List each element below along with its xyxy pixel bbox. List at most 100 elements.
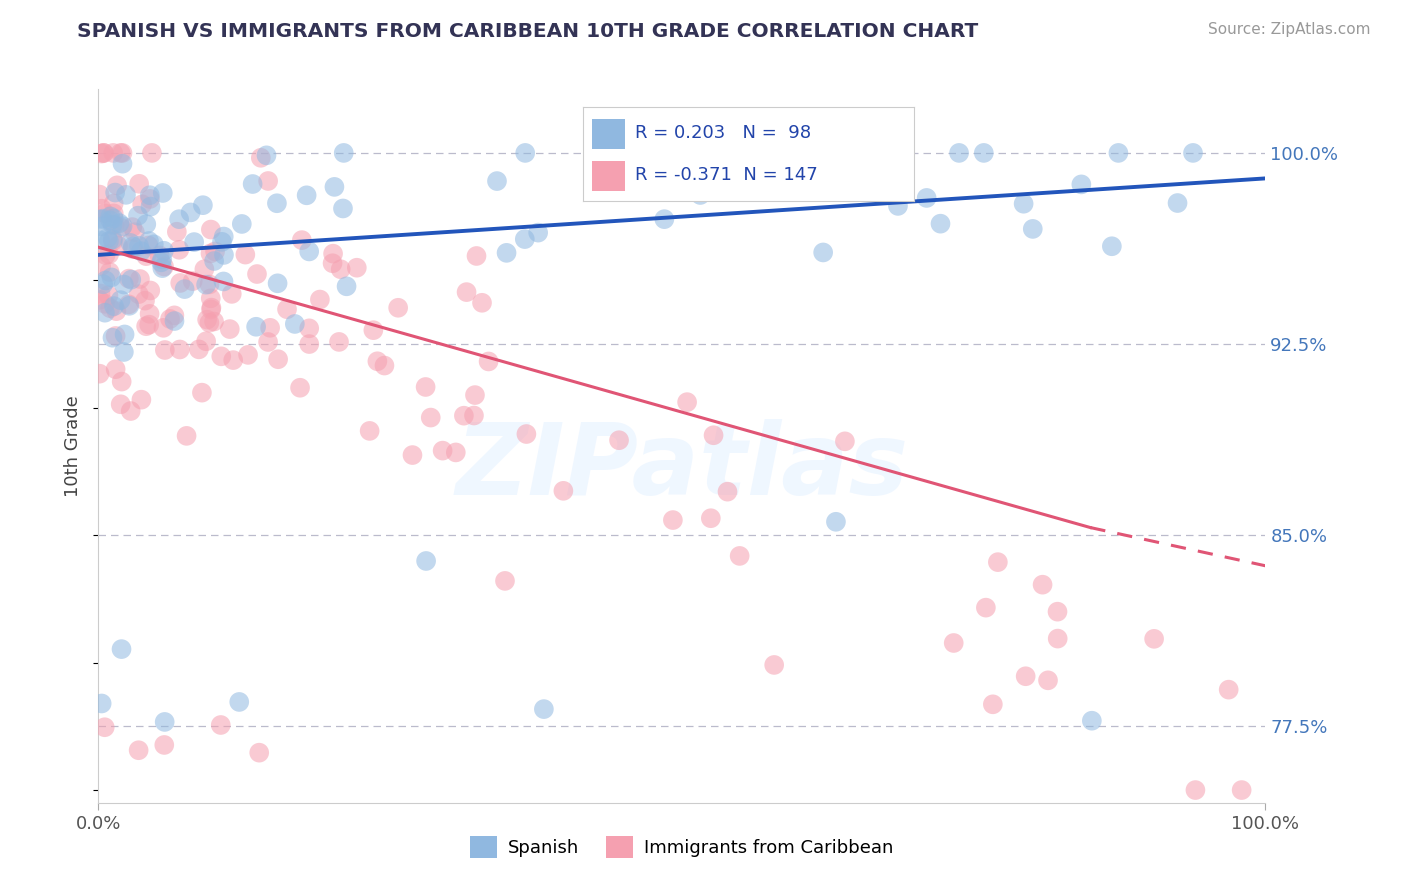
Point <box>415 380 437 394</box>
Point <box>104 329 127 343</box>
Point <box>415 554 437 568</box>
Point <box>98 301 121 315</box>
Point <box>200 301 222 315</box>
Point <box>323 180 346 194</box>
Point <box>513 232 536 246</box>
Point <box>1014 669 1036 683</box>
Point <box>111 219 134 234</box>
Point <box>236 348 259 362</box>
Point <box>104 362 127 376</box>
Point <box>108 216 131 230</box>
Point <box>284 317 307 331</box>
Point <box>107 238 129 252</box>
Point <box>267 352 290 367</box>
Point <box>153 343 176 357</box>
Point <box>112 277 135 292</box>
Point <box>1143 632 1166 646</box>
Point <box>90 697 112 711</box>
Point <box>200 222 222 236</box>
Point <box>169 276 191 290</box>
Bar <box>592 161 624 191</box>
Point <box>363 323 385 337</box>
Point <box>246 267 269 281</box>
Point <box>204 244 226 259</box>
Point <box>139 192 162 206</box>
Point <box>118 271 141 285</box>
Point <box>181 274 204 288</box>
Point <box>948 145 970 160</box>
Point <box>97 234 120 248</box>
Point <box>93 145 115 160</box>
Point <box>90 146 112 161</box>
Point <box>139 284 162 298</box>
Point <box>212 275 235 289</box>
Point <box>703 428 725 442</box>
Point <box>494 574 516 588</box>
Point <box>91 277 114 292</box>
Point <box>444 445 467 459</box>
Point <box>202 314 225 328</box>
Point <box>104 186 127 200</box>
Text: ZIPatlas: ZIPatlas <box>456 419 908 516</box>
Point <box>195 277 218 292</box>
Point <box>139 188 162 202</box>
Point <box>122 239 145 253</box>
Point <box>662 513 685 527</box>
Point <box>191 198 214 212</box>
Point <box>163 309 186 323</box>
Point <box>929 217 952 231</box>
Point <box>373 359 395 373</box>
Point <box>167 243 190 257</box>
Point <box>105 304 128 318</box>
Point <box>1081 714 1104 728</box>
Point <box>821 168 844 182</box>
Point <box>212 229 235 244</box>
Point <box>131 392 153 407</box>
Point <box>141 145 163 160</box>
Point <box>309 293 332 307</box>
Point <box>825 515 848 529</box>
Point <box>163 314 186 328</box>
Point <box>103 211 125 226</box>
Point <box>150 261 173 276</box>
Point <box>90 259 112 273</box>
Point <box>128 177 150 191</box>
Point <box>465 249 488 263</box>
Point <box>1036 673 1059 688</box>
Point <box>1218 682 1240 697</box>
Point <box>193 262 215 277</box>
Point <box>121 220 143 235</box>
Point <box>94 306 117 320</box>
Point <box>233 247 256 261</box>
Point <box>495 245 517 260</box>
Point <box>120 404 142 418</box>
Point <box>159 312 181 326</box>
Point <box>110 220 132 235</box>
Point <box>359 424 381 438</box>
Point <box>228 695 250 709</box>
Point <box>150 252 173 267</box>
Point <box>464 388 486 402</box>
Point <box>1230 783 1253 797</box>
Point <box>478 354 501 368</box>
Point <box>291 233 314 247</box>
Point <box>209 718 232 732</box>
Point <box>266 196 288 211</box>
Point <box>366 354 388 368</box>
Point <box>387 301 409 315</box>
Point <box>111 145 134 160</box>
Point <box>129 244 152 259</box>
Point <box>1107 145 1129 160</box>
Point <box>183 235 205 249</box>
Point <box>198 316 221 330</box>
Point <box>103 218 125 232</box>
Point <box>138 318 160 332</box>
Point <box>91 211 114 226</box>
Point <box>295 188 318 202</box>
Point <box>110 642 132 657</box>
Point <box>247 746 270 760</box>
Point <box>515 145 537 160</box>
Point <box>212 248 235 262</box>
Point <box>288 381 311 395</box>
Point <box>834 434 856 449</box>
